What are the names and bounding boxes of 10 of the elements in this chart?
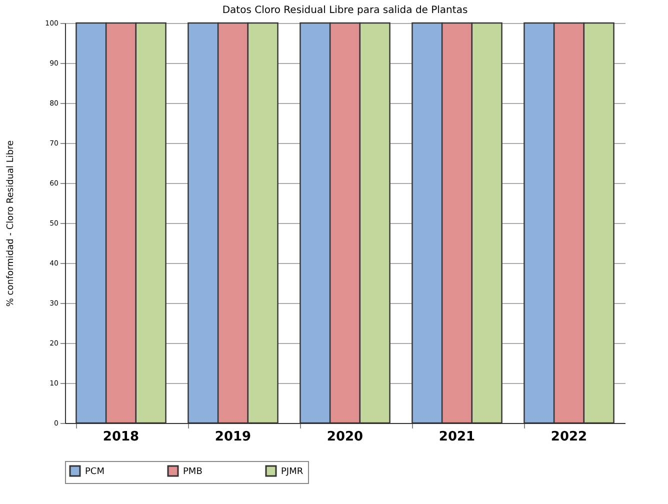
chart-title: Datos Cloro Residual Libre para salida de Plantas	[222, 5, 468, 16]
legend-label: PCM	[85, 467, 104, 477]
x-tick-label: 2020	[326, 430, 364, 444]
y-axis-title: % conformidad - Cloro Residual Libre	[6, 140, 16, 307]
x-tick-label: 2019	[214, 430, 252, 444]
x-tick-label: 2018	[102, 430, 140, 444]
x-tick-label: 2022	[550, 430, 588, 444]
legend-label: PMB	[183, 467, 202, 477]
legend-label: PJMR	[281, 467, 304, 477]
x-tick-label: 2021	[438, 430, 476, 444]
